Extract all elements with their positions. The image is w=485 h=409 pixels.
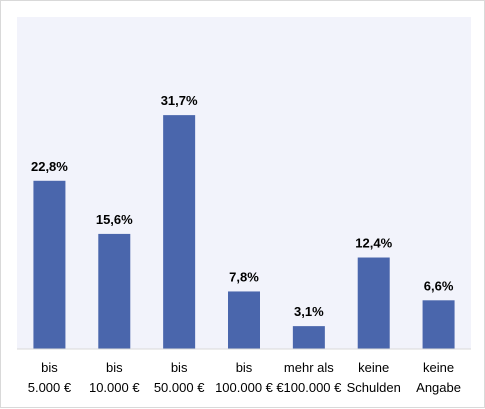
- data-label-4: 7,8%: [229, 269, 259, 284]
- bar-3: [163, 115, 196, 349]
- data-label-5: 3,1%: [294, 304, 324, 319]
- category-label-7: keine Angabe: [416, 360, 461, 395]
- category-label-5-line-1: mehr als: [284, 360, 334, 375]
- labels-group: 22,8% bis 5.000 € 15,6% bis 10.000 € 31,7% bis 5…: [28, 93, 461, 395]
- bar-1: [33, 180, 66, 349]
- category-label-7-line-2: Angabe: [416, 380, 461, 395]
- bar-6: [357, 257, 390, 349]
- category-label-6-line-1: keine: [358, 360, 389, 375]
- data-label-1: 22,8%: [31, 159, 68, 174]
- data-label-7: 6,6%: [424, 278, 454, 293]
- bar-4: [228, 291, 260, 349]
- category-label-6: keine Schulden: [347, 360, 401, 395]
- category-label-3: bis 50.000 €: [154, 360, 205, 395]
- category-label-2-line-2: 10.000 €: [89, 380, 140, 395]
- category-label-5: mehr als €100.000 €: [276, 360, 342, 395]
- bar-2: [98, 233, 131, 349]
- category-label-4-line-2: 100.000 €: [215, 380, 274, 395]
- bar-7: [422, 300, 455, 349]
- category-label-4: bis 100.000 €: [215, 360, 274, 395]
- category-label-5-line-2: €100.000 €: [276, 380, 342, 395]
- category-label-1: bis 5.000 €: [28, 360, 72, 395]
- category-label-3-line-1: bis: [171, 360, 188, 375]
- category-label-7-line-1: keine: [423, 360, 454, 375]
- category-label-3-line-2: 50.000 €: [154, 380, 205, 395]
- data-label-6: 12,4%: [355, 236, 392, 251]
- category-label-2-line-1: bis: [106, 360, 123, 375]
- category-label-6-line-2: Schulden: [347, 380, 401, 395]
- category-label-1-line-2: 5.000 €: [28, 380, 72, 395]
- bars-group: [33, 115, 455, 349]
- category-label-4-line-1: bis: [236, 360, 253, 375]
- data-label-3: 31,7%: [161, 93, 198, 108]
- category-label-1-line-1: bis: [41, 360, 58, 375]
- category-label-2: bis 10.000 €: [89, 360, 140, 395]
- bar-5: [292, 326, 325, 349]
- data-label-2: 15,6%: [96, 212, 133, 227]
